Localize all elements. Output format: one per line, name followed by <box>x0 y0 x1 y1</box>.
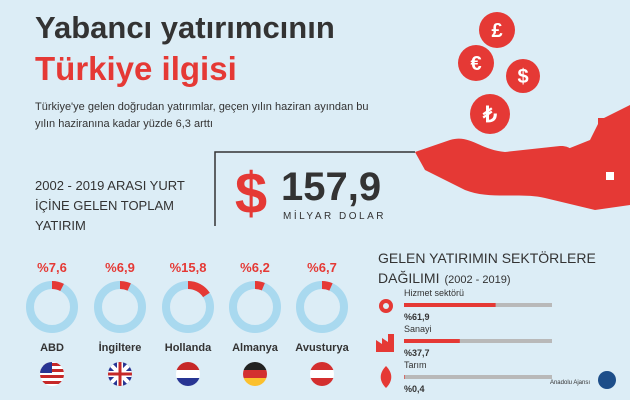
bar-track <box>404 339 552 343</box>
sector-name: Sanayi <box>404 324 432 334</box>
money-illustration: £ € $ ₺ <box>415 12 630 210</box>
donut-arc <box>187 281 210 298</box>
svg-text:€: € <box>470 53 481 75</box>
country-name: İngiltere <box>99 341 142 354</box>
donut-label: %15,8 <box>170 260 207 275</box>
title-line1: Yabancı yatırımcının <box>35 10 335 45</box>
svg-text:$: $ <box>517 66 528 88</box>
source-logo <box>598 371 616 389</box>
bar <box>404 339 460 343</box>
svg-text:£: £ <box>491 20 502 42</box>
sector-value: %61,9 <box>404 312 430 322</box>
sector-name: Hizmet sektörü <box>404 288 464 298</box>
total-label: YATIRIM <box>35 218 86 233</box>
bar-track <box>404 375 552 379</box>
sector-name: Tarım <box>404 360 427 370</box>
donut-label: %6,9 <box>105 260 135 275</box>
sectors-period: (2002 - 2019) <box>444 274 510 286</box>
donut-arc <box>321 281 333 291</box>
sectors-title2: DAĞILIMI <box>378 270 439 286</box>
country-name: Avusturya <box>295 342 349 354</box>
donut-label: %7,6 <box>37 260 67 275</box>
sector-icons <box>376 299 394 388</box>
total-label: İÇİNE GELEN TOPLAM <box>35 198 174 213</box>
title-line2: Türkiye ilgisi <box>35 50 237 87</box>
svg-text:₺: ₺ <box>482 102 497 127</box>
country-name: Almanya <box>232 342 279 354</box>
sectors-title: DAĞILIMI (2002 - 2019) <box>378 270 511 286</box>
country-name: ABD <box>40 342 64 354</box>
total-amount: 157,9 <box>281 165 381 209</box>
sector-value: %37,7 <box>404 348 430 358</box>
bar <box>404 375 405 379</box>
flags <box>40 362 334 386</box>
total-frame <box>214 151 415 226</box>
donut-arc <box>119 281 131 291</box>
donut-arc <box>51 281 64 292</box>
total-label: 2002 - 2019 ARASI YURT <box>35 178 185 193</box>
donut-label: %6,2 <box>240 260 270 275</box>
total-unit: MİLYAR DOLAR <box>283 209 386 222</box>
subtitle: Türkiye'ye gelen doğrudan yatırımlar, ge… <box>35 101 369 113</box>
currency: $ <box>235 161 267 226</box>
bar <box>404 303 496 307</box>
country-name: Hollanda <box>165 342 212 354</box>
sectors-title: GELEN YATIRIMIN SEKTÖRLERE <box>378 249 596 266</box>
source: Anadolu Ajansı <box>550 380 590 386</box>
sector-value: %0,4 <box>404 384 425 394</box>
donut-arc <box>254 281 265 291</box>
subtitle: yılın haziranına kadar yüzde 6,3 arttı <box>35 118 213 130</box>
donut-label: %6,7 <box>307 260 337 275</box>
